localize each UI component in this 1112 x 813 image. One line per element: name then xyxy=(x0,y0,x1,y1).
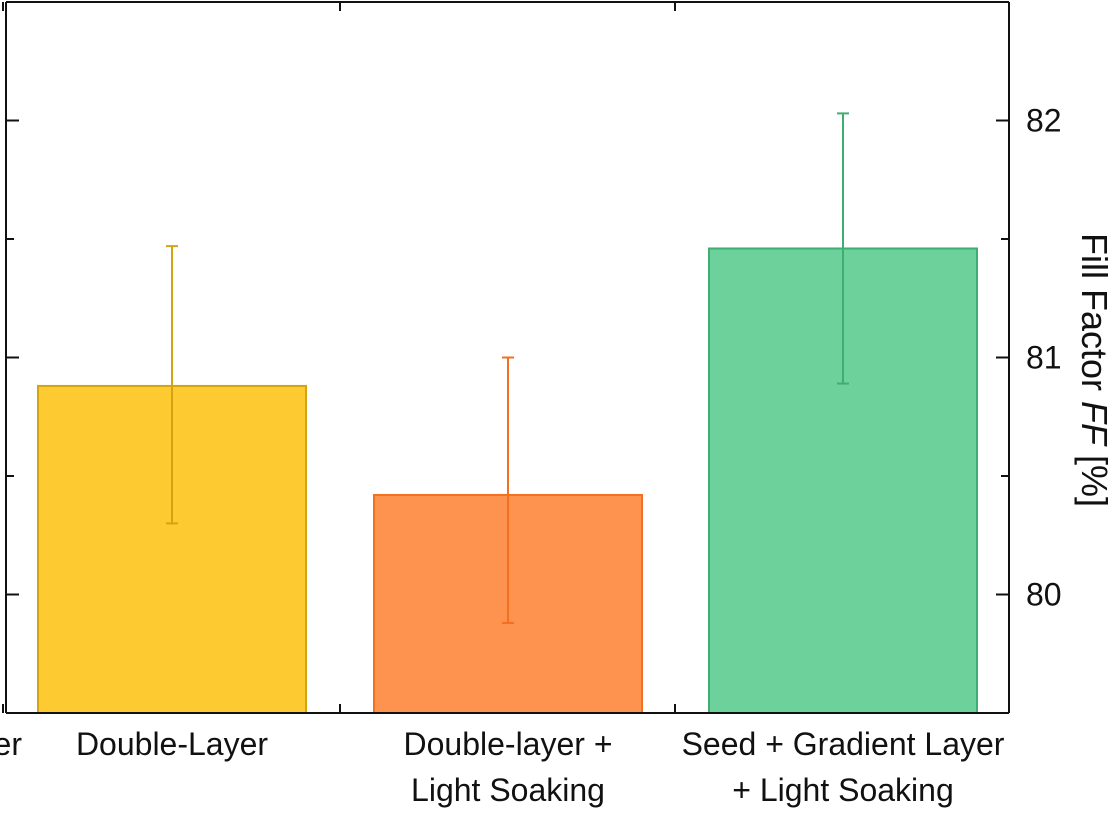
y-axis-title-part: FF xyxy=(1074,401,1112,447)
x-category-label: Light Soaking xyxy=(411,772,605,808)
y-tick-label: 80 xyxy=(1026,577,1062,613)
x-category-label: Double-layer + xyxy=(404,726,613,762)
y-tick-label: 82 xyxy=(1026,103,1062,139)
y-axis-title: Fill Factor FF [%] xyxy=(1074,233,1112,507)
x-category-label: Seed + Gradient Layer xyxy=(682,726,1005,762)
y-tick-label: 81 xyxy=(1026,340,1062,376)
x-category-label: er xyxy=(0,726,22,762)
y-axis-title-part: [%] xyxy=(1074,445,1112,507)
x-category-label: + Light Soaking xyxy=(732,772,954,808)
x-category-label: Double-Layer xyxy=(76,726,268,762)
y-axis-title-part: Fill Factor xyxy=(1074,233,1112,401)
